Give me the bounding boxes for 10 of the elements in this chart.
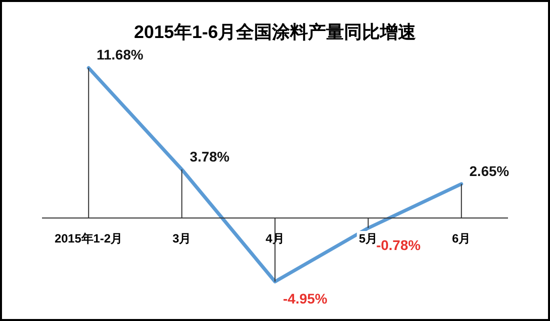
- data-label: 11.68%: [96, 46, 144, 63]
- data-label: -0.78%: [376, 236, 422, 253]
- data-label: -4.95%: [283, 290, 328, 306]
- x-tick-label: 6月: [452, 231, 471, 246]
- data-label: 2.65%: [469, 162, 510, 179]
- x-tick-label: 3月: [172, 231, 192, 246]
- x-tick-label: 2015年1-2月: [54, 231, 123, 246]
- chart-title: 2015年1-6月全国涂料产量同比增速: [134, 22, 416, 42]
- x-tick-label: 5月: [358, 231, 378, 246]
- data-label: 3.78%: [190, 148, 230, 164]
